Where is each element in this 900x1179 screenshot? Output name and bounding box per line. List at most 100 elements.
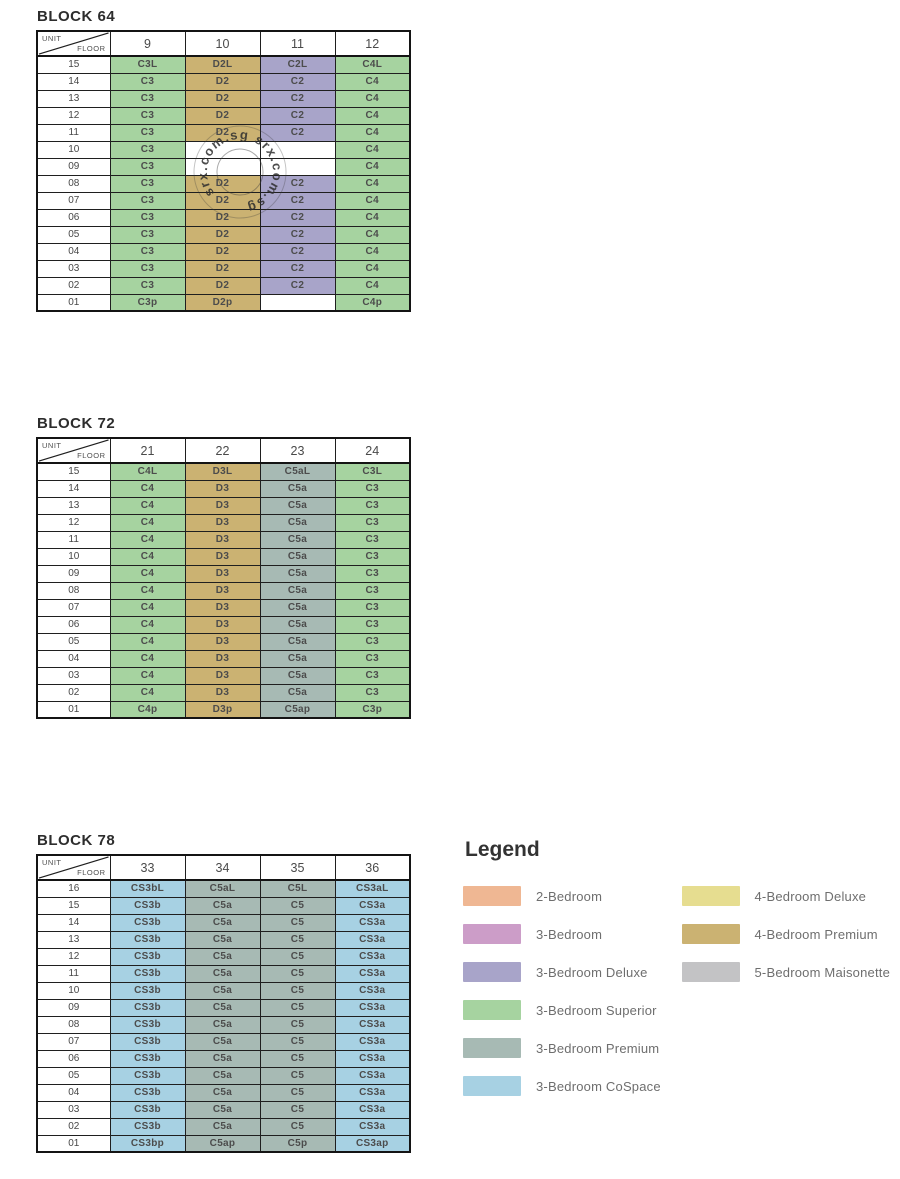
empty-unit-cell xyxy=(184,140,261,159)
floor-label-cell: 05 xyxy=(36,1066,111,1085)
unit-cell: CS3a xyxy=(334,981,411,1000)
unit-floor-corner-cell: UNIT FLOOR xyxy=(36,854,111,881)
unit-cell: CS3b xyxy=(109,947,186,966)
unit-cell: D2 xyxy=(184,191,261,210)
unit-cell: C4 xyxy=(109,564,186,583)
floor-row: 08 C3 D2 C2 C4 xyxy=(36,174,411,193)
floor-row: 12 C3 D2 C2 C4 xyxy=(36,106,411,125)
floor-label-cell: 03 xyxy=(36,259,111,278)
floor-label-cell: 15 xyxy=(36,896,111,915)
unit-cell: C4p xyxy=(334,293,411,312)
unit-cell: C4 xyxy=(334,157,411,176)
unit-cell: C5a xyxy=(184,1032,261,1051)
unit-cell: C4 xyxy=(109,547,186,566)
unit-cell: C4 xyxy=(334,191,411,210)
legend-item: 4-Bedroom Premium xyxy=(681,924,900,944)
unit-cell: C5a xyxy=(259,615,336,634)
unit-cell: C5 xyxy=(259,1066,336,1085)
block-title: BLOCK 72 xyxy=(37,415,116,432)
unit-cell: C4 xyxy=(109,513,186,532)
unit-cell: C3 xyxy=(109,140,186,159)
unit-cell: CS3a xyxy=(334,1117,411,1136)
unit-cell: C5 xyxy=(259,981,336,1000)
unit-cell: C5a xyxy=(259,598,336,617)
block-78-table: UNIT FLOOR 33 34 35 36 16 CS3bL C5aL C5L CS3aL 15 CS… xyxy=(36,854,411,1153)
unit-cell: C2L xyxy=(259,55,336,74)
block-64-section: BLOCK 64 UNIT FLOOR 9 10 11 12 15 C3L D2L C2L C4L 1… xyxy=(36,8,411,312)
unit-number-header: 12 xyxy=(334,30,411,57)
legend-label: 3-Bedroom Premium xyxy=(536,1040,660,1056)
floor-row: 10 CS3b C5a C5 CS3a xyxy=(36,981,411,1000)
legend-label: 3-Bedroom Deluxe xyxy=(536,964,648,980)
legend-label: 3-Bedroom Superior xyxy=(536,1002,657,1018)
unit-cell: C5a xyxy=(184,1066,261,1085)
legend-label: 3-Bedroom CoSpace xyxy=(536,1078,661,1094)
floor-row: 08 CS3b C5a C5 CS3a xyxy=(36,1015,411,1034)
legend-column: 4-Bedroom Deluxe 4-Bedroom Premium 5-Bedro… xyxy=(681,886,900,1000)
unit-cell: C4 xyxy=(109,615,186,634)
floor-row: 04 CS3b C5a C5 CS3a xyxy=(36,1083,411,1102)
block-78-section: BLOCK 78 UNIT FLOOR 33 34 35 36 16 CS3bL C5aL C5L… xyxy=(36,832,411,1153)
floor-label-cell: 13 xyxy=(36,496,111,515)
legend-color-swatch xyxy=(463,962,521,982)
unit-cell: C5 xyxy=(259,998,336,1017)
floor-row: 09 C4 D3 C5a C3 xyxy=(36,564,411,583)
block-72-table: UNIT FLOOR 21 22 23 24 15 C4L D3L C5aL C3L 14 C4 D3 C5… xyxy=(36,437,411,719)
unit-cell: D2p xyxy=(184,293,261,312)
unit-cell: C3L xyxy=(109,55,186,74)
floor-label-cell: 06 xyxy=(36,615,111,634)
unit-cell: C4 xyxy=(109,496,186,515)
unit-cell: CS3a xyxy=(334,1015,411,1034)
unit-cell: CS3b xyxy=(109,1015,186,1034)
unit-cell: C3 xyxy=(334,649,411,668)
unit-cell: C3 xyxy=(109,259,186,278)
unit-cell: D2 xyxy=(184,259,261,278)
floor-row: 01 CS3bp C5ap C5p CS3ap xyxy=(36,1134,411,1153)
floor-label-cell: 07 xyxy=(36,598,111,617)
unit-cell: C3 xyxy=(109,174,186,193)
unit-cell: C3 xyxy=(109,276,186,295)
unit-cell: C5 xyxy=(259,930,336,949)
unit-cell: CS3a xyxy=(334,1083,411,1102)
unit-cell: C5a xyxy=(184,1117,261,1136)
unit-cell: C4 xyxy=(109,649,186,668)
floor-label-cell: 13 xyxy=(36,930,111,949)
corner-floor-label: FLOOR xyxy=(77,451,106,460)
floor-label-cell: 05 xyxy=(36,225,111,244)
legend-item: 5-Bedroom Maisonette xyxy=(681,962,900,982)
unit-cell: C3 xyxy=(334,479,411,498)
unit-cell: C5aL xyxy=(259,462,336,481)
unit-cell: C5a xyxy=(259,479,336,498)
floor-label-cell: 08 xyxy=(36,1015,111,1034)
floor-label-cell: 12 xyxy=(36,513,111,532)
floor-label-cell: 06 xyxy=(36,208,111,227)
corner-floor-label: FLOOR xyxy=(77,868,106,877)
unit-cell: CS3b xyxy=(109,1083,186,1102)
unit-cell: C5a xyxy=(184,1083,261,1102)
unit-cell: C4 xyxy=(109,581,186,600)
floor-label-cell: 11 xyxy=(36,964,111,983)
unit-cell: D2L xyxy=(184,55,261,74)
floor-row: 05 CS3b C5a C5 CS3a xyxy=(36,1066,411,1085)
unit-cell: C5a xyxy=(259,666,336,685)
unit-cell: C5a xyxy=(259,547,336,566)
floor-row: 07 C4 D3 C5a C3 xyxy=(36,598,411,617)
unit-cell: C4 xyxy=(109,666,186,685)
floor-label-cell: 02 xyxy=(36,1117,111,1136)
unit-cell: C5 xyxy=(259,964,336,983)
unit-cell: C3 xyxy=(334,513,411,532)
unit-cell: C4 xyxy=(334,106,411,125)
unit-cell: CS3a xyxy=(334,1100,411,1119)
unit-cell: C4 xyxy=(334,123,411,142)
floor-row: 09 CS3b C5a C5 CS3a xyxy=(36,998,411,1017)
unit-cell: C4 xyxy=(109,683,186,702)
unit-number-header: 21 xyxy=(109,437,186,464)
unit-cell: D3 xyxy=(184,615,261,634)
unit-number-header: 11 xyxy=(259,30,336,57)
unit-cell: CS3b xyxy=(109,964,186,983)
unit-floor-corner-cell: UNIT FLOOR xyxy=(36,30,111,57)
empty-unit-cell xyxy=(259,157,336,176)
floor-label-cell: 09 xyxy=(36,564,111,583)
legend-columns: 2-Bedroom 3-Bedroom 3-Bedroom Deluxe 3-Bedr… xyxy=(463,886,900,1114)
floor-label-cell: 11 xyxy=(36,530,111,549)
